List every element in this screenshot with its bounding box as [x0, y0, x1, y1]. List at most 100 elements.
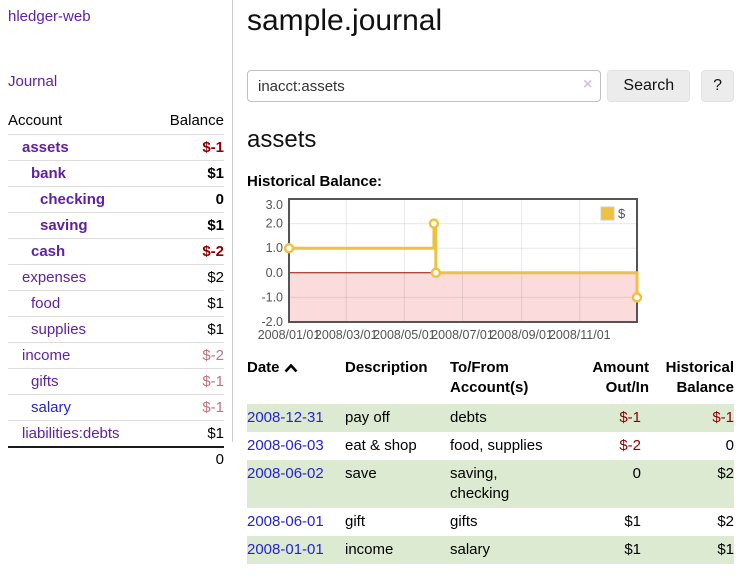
transaction-date: 2008-06-01 — [247, 508, 345, 536]
journal-link[interactable]: Journal — [8, 73, 58, 90]
svg-text:2008/11/01: 2008/11/01 — [549, 328, 611, 342]
account-balance: $1 — [153, 290, 224, 317]
account-link[interactable]: income — [22, 347, 71, 364]
col-date[interactable]: Date — [247, 358, 345, 404]
svg-text:2008/07/01: 2008/07/01 — [431, 328, 494, 342]
col-description: Description — [345, 359, 428, 376]
account-link[interactable]: expenses — [22, 269, 87, 286]
account-link[interactable]: cash — [31, 243, 66, 260]
date-link[interactable]: 2008-01-01 — [247, 541, 324, 558]
register-header-row: Date Description To/From Account(s) Amou… — [247, 358, 734, 404]
account-balance: $-2 — [153, 238, 224, 265]
svg-text:-1.0: -1.0 — [261, 290, 283, 304]
account-balance: $-1 — [153, 134, 224, 161]
account-row: gifts $-1 — [8, 368, 224, 395]
account-link[interactable]: supplies — [31, 321, 87, 338]
account-balance: 0 — [153, 186, 224, 213]
date-link[interactable]: 2008-06-03 — [247, 437, 324, 454]
transaction-accounts: salary — [450, 541, 491, 558]
account-link[interactable]: saving — [40, 217, 88, 234]
svg-text:2008/05/01: 2008/05/01 — [373, 328, 436, 342]
account-heading: assets — [247, 126, 317, 153]
search-button[interactable]: Search — [607, 70, 691, 102]
svg-text:2008/09/01: 2008/09/01 — [490, 328, 553, 342]
account-row: checking 0 — [8, 186, 224, 213]
register-table: Date Description To/From Account(s) Amou… — [247, 358, 734, 564]
accounts-total-value: 0 — [153, 446, 224, 471]
nav-journal: Journal — [8, 73, 224, 91]
account-cell: food — [8, 290, 154, 317]
account-link[interactable]: bank — [31, 165, 67, 182]
transaction-description: save — [345, 465, 377, 482]
account-balance: $1 — [153, 212, 224, 239]
help-button[interactable]: ? — [701, 70, 734, 102]
account-row: food $1 — [8, 290, 224, 317]
account-balance: $-1 — [153, 394, 224, 421]
account-link[interactable]: assets — [22, 139, 69, 156]
account-row: bank $1 — [8, 160, 224, 187]
account-link[interactable]: food — [31, 295, 61, 312]
account-balance: $1 — [153, 316, 224, 343]
account-cell: assets — [8, 134, 154, 161]
svg-text:2.0: 2.0 — [266, 217, 283, 231]
account-cell: supplies — [8, 316, 154, 343]
svg-text:2008/01/01: 2008/01/01 — [258, 328, 321, 342]
main-content: sample.journal × Search ? assets Histori… — [247, 0, 734, 564]
account-cell: income — [8, 342, 154, 369]
app-brand: hledger-web — [8, 8, 224, 26]
col-tofrom: To/From Account(s) — [450, 359, 529, 396]
sidebar: hledger-web Journal Account Balance asse… — [0, 0, 233, 471]
transaction-row: 2008-06-01 gift gifts $1 $2 — [247, 508, 734, 536]
transaction-accounts: debts — [450, 409, 487, 426]
transaction-date: 2008-12-31 — [247, 404, 345, 432]
search-input[interactable] — [247, 70, 602, 102]
transaction-row: 2008-01-01 income salary $1 $1 — [247, 536, 734, 564]
transaction-accounts: saving, checking — [450, 465, 510, 502]
historical-balance-chart: $3.0 2.0 1.0 0.0 -1.0 -2.02008/01/012008/03/0… — [258, 198, 643, 342]
transaction-balance: $2 — [717, 513, 734, 530]
account-link[interactable]: liabilities:debts — [22, 425, 120, 442]
svg-text:0.0: 0.0 — [266, 266, 283, 280]
account-row: assets $-1 — [8, 134, 224, 161]
svg-text:$: $ — [618, 206, 626, 221]
account-row: liabilities:debts $1 — [8, 420, 224, 447]
account-cell: cash — [8, 238, 154, 265]
transaction-amount: $-1 — [619, 409, 641, 426]
chart-title: Historical Balance: — [247, 173, 383, 190]
account-cell: saving — [8, 212, 154, 239]
transaction-accounts: food, supplies — [450, 437, 543, 454]
account-link[interactable]: salary — [31, 399, 72, 416]
account-row: cash $-2 — [8, 238, 224, 265]
accounts-col-account: Account — [8, 112, 63, 129]
clear-search-icon[interactable]: × — [583, 76, 593, 93]
account-row: supplies $1 — [8, 316, 224, 343]
date-link[interactable]: 2008-06-02 — [247, 465, 324, 482]
page-title: sample.journal — [247, 4, 443, 37]
transaction-row: 2008-12-31 pay off debts $-1 $-1 — [247, 404, 734, 432]
account-cell: checking — [8, 186, 154, 213]
account-link[interactable]: gifts — [31, 373, 59, 390]
transaction-amount: $1 — [624, 513, 641, 530]
transaction-balance: $2 — [717, 465, 734, 482]
svg-text:2008/03/01: 2008/03/01 — [315, 328, 378, 342]
search-bar: × Search ? — [247, 70, 734, 102]
date-link[interactable]: 2008-12-31 — [247, 409, 324, 426]
transaction-date: 2008-06-03 — [247, 432, 345, 460]
brand-link[interactable]: hledger-web — [8, 8, 91, 25]
account-cell: expenses — [8, 264, 154, 291]
transaction-description: gift — [345, 513, 366, 530]
account-balance: $-2 — [153, 342, 224, 369]
account-cell: liabilities:debts — [8, 420, 154, 447]
date-link[interactable]: 2008-06-01 — [247, 513, 324, 530]
transaction-date: 2008-01-01 — [247, 536, 345, 564]
transaction-accounts: gifts — [450, 513, 478, 530]
account-balance: $1 — [153, 160, 224, 187]
svg-text:-2.0: -2.0 — [261, 315, 283, 329]
transaction-row: 2008-06-03 eat & shop food, supplies $-2… — [247, 432, 734, 460]
account-link[interactable]: checking — [40, 191, 106, 208]
account-cell: salary — [8, 394, 154, 421]
accounts-table: Account Balance assets $-1 bank $1 — [8, 108, 224, 471]
accounts-total-row: 0 — [8, 446, 224, 471]
account-row: income $-2 — [8, 342, 224, 369]
transaction-date: 2008-06-02 — [247, 460, 345, 508]
